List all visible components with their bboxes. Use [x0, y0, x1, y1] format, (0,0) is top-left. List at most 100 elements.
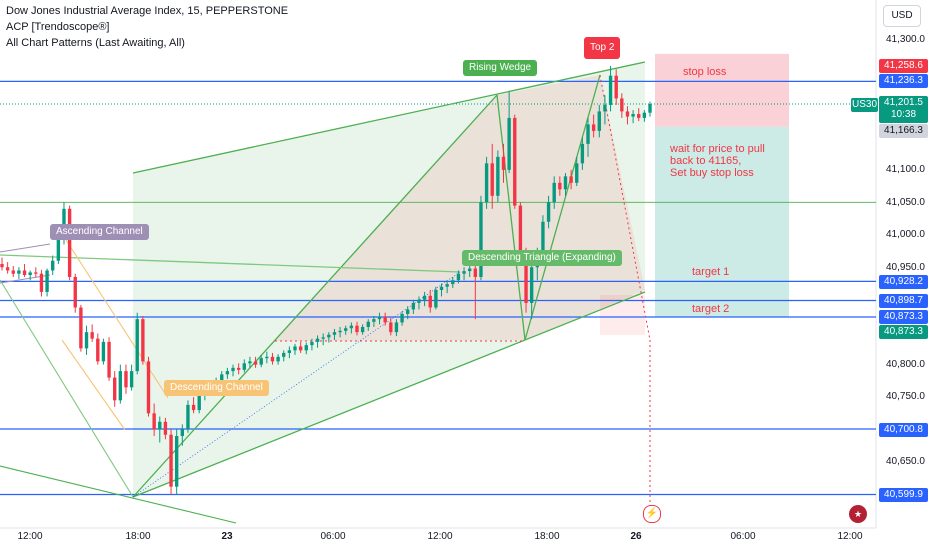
candle-body	[422, 295, 427, 300]
candle-body	[580, 143, 585, 164]
candle-body	[67, 208, 72, 277]
x-tick: 12:00	[17, 531, 43, 542]
top2-label: Top 2	[584, 37, 621, 59]
candle-body	[456, 273, 461, 281]
candle-body	[28, 272, 32, 276]
candle-body	[439, 286, 444, 290]
descending-triangle-label: Descending Triangle (Expanding)	[462, 250, 622, 266]
candle-body	[518, 205, 523, 255]
candle-body	[248, 361, 252, 364]
zigzag-dotted	[132, 271, 461, 498]
candle-body	[276, 356, 280, 362]
candle-body	[270, 356, 275, 362]
target1-note: target 1	[692, 266, 730, 278]
target-zone	[655, 126, 789, 318]
x-tick: 12:00	[837, 531, 863, 542]
candle-body	[310, 341, 314, 346]
indicator-patterns[interactable]: All Chart Patterns (Last Awaiting, All)	[6, 37, 185, 49]
candle-body	[90, 332, 94, 339]
candle-body	[321, 337, 325, 339]
candle-body	[0, 263, 4, 268]
zigzag-leg	[132, 94, 498, 498]
candle-body	[96, 338, 100, 362]
candle-body	[524, 254, 528, 303]
candle-body	[107, 341, 111, 378]
candle-body	[163, 421, 168, 435]
candle-body	[118, 371, 123, 401]
event-icon[interactable]: ⚡	[643, 505, 661, 523]
candle-body	[259, 358, 263, 365]
stop-loss-price-label: 41,258.6	[879, 59, 928, 73]
candle-body	[73, 276, 77, 308]
indicator-acp[interactable]: ACP [Trendoscope®]	[6, 21, 110, 33]
candle-body	[383, 316, 387, 323]
candle-body	[180, 429, 185, 437]
candle-body	[158, 421, 162, 430]
candle-body	[34, 272, 38, 274]
candle-body	[146, 361, 151, 414]
candle-body	[417, 299, 421, 303]
candle-body	[501, 156, 506, 170]
candle-body	[327, 334, 331, 338]
candle-body	[22, 270, 27, 276]
level-price-label: 41,236.3	[879, 74, 928, 88]
candle-body	[513, 117, 517, 206]
candle-body	[349, 325, 354, 329]
candle-body	[563, 176, 568, 190]
stop-loss-note: stop loss	[683, 66, 727, 78]
candle-body	[62, 208, 66, 239]
candle-body	[355, 325, 359, 333]
candle-body	[186, 404, 190, 430]
y-tick: 40,800.0	[886, 359, 925, 370]
ascending-channel-label: Ascending Channel	[50, 224, 149, 240]
level-price-label: 40,898.7	[879, 294, 928, 308]
candle-body	[304, 345, 308, 351]
target2-note: target 2	[692, 303, 730, 315]
candle-body	[84, 332, 89, 349]
wedge-upper-line	[132, 61, 646, 174]
instruction-note-line2: back to 41165,	[670, 155, 742, 167]
currency-selector[interactable]: USD	[883, 5, 921, 27]
candle-body	[394, 322, 399, 333]
current-price-value: 41,201.5	[884, 97, 923, 108]
wedge-lower-line	[132, 291, 646, 498]
symbol-tag: US30	[851, 98, 878, 112]
candle-body	[51, 260, 55, 271]
candle-body	[591, 124, 596, 131]
chart-title: Dow Jones Industrial Average Index, 15, …	[6, 5, 289, 17]
rising-wedge-label: Rising Wedge	[463, 60, 538, 76]
y-tick: 40,650.0	[886, 456, 925, 467]
candle-body	[552, 182, 556, 203]
candle-body	[496, 156, 500, 196]
zigzag-leg	[524, 74, 601, 341]
candle-body	[45, 270, 49, 292]
x-tick: 12:00	[427, 531, 453, 542]
candle-body	[411, 302, 416, 310]
candle-body	[225, 371, 230, 375]
candle-body	[529, 267, 534, 303]
us-flag-icon[interactable]: ★	[849, 505, 867, 523]
candle-body	[569, 176, 573, 183]
candle-body	[637, 114, 641, 118]
candle-body	[101, 341, 106, 362]
candle-body	[39, 273, 44, 292]
x-tick: 23	[221, 531, 233, 542]
candle-body	[546, 202, 551, 222]
candle-body	[11, 270, 15, 274]
candle-body	[197, 393, 201, 411]
descending-channel-line	[65, 239, 169, 399]
candle-body	[473, 268, 478, 277]
candle-body	[5, 267, 10, 271]
candle-body	[462, 271, 466, 274]
candle-body	[338, 330, 342, 333]
y-tick: 41,100.0	[886, 164, 925, 175]
candle-body	[400, 313, 404, 323]
candle-body	[597, 111, 601, 131]
target-price-label: 40,873.3	[879, 325, 928, 339]
candle-body	[389, 322, 393, 333]
x-tick: 18:00	[534, 531, 560, 542]
instruction-note-line1: wait for price to pull	[670, 143, 765, 155]
candle-body	[484, 163, 489, 203]
candle-body	[434, 289, 438, 308]
